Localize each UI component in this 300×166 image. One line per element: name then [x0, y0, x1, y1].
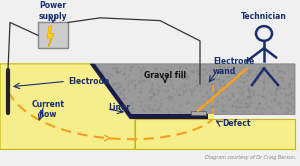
Text: Power
supply: Power supply	[39, 1, 67, 21]
FancyBboxPatch shape	[38, 22, 68, 48]
Text: Electrode
wand: Electrode wand	[213, 57, 254, 76]
Text: Current
flow: Current flow	[32, 100, 64, 119]
Text: Liner: Liner	[108, 103, 130, 112]
Text: Defect: Defect	[222, 119, 250, 128]
Text: Gravel fill: Gravel fill	[144, 71, 186, 80]
Text: Diagram courtesy of Dr Craig Berson.: Diagram courtesy of Dr Craig Berson.	[205, 156, 296, 161]
Polygon shape	[47, 26, 54, 46]
Polygon shape	[0, 64, 135, 149]
Polygon shape	[90, 64, 295, 119]
Polygon shape	[135, 119, 295, 149]
Text: Technician: Technician	[241, 12, 287, 21]
Polygon shape	[90, 64, 135, 119]
Text: Electrode: Electrode	[68, 77, 109, 86]
Polygon shape	[130, 115, 210, 119]
Bar	[208, 115, 214, 119]
Bar	[191, 111, 206, 115]
